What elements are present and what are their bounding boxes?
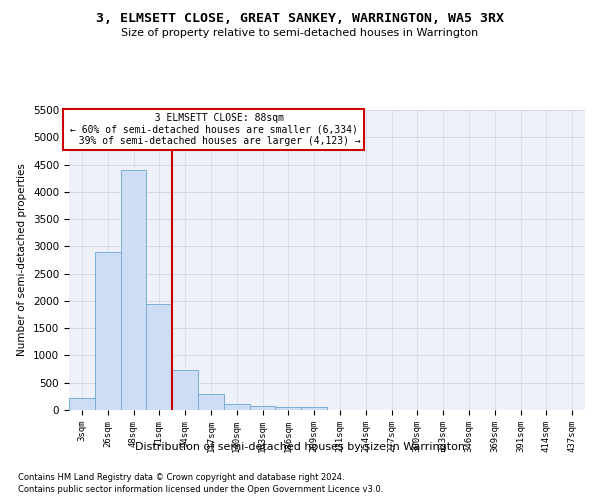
Text: Distribution of semi-detached houses by size in Warrington: Distribution of semi-detached houses by … (135, 442, 465, 452)
Text: 3 ELMSETT CLOSE: 88sqm
← 60% of semi-detached houses are smaller (6,334)
  39% o: 3 ELMSETT CLOSE: 88sqm ← 60% of semi-det… (67, 113, 361, 146)
Y-axis label: Number of semi-detached properties: Number of semi-detached properties (17, 164, 28, 356)
Bar (121, 170, 146, 410)
Bar (275, 408, 301, 410)
Text: Contains public sector information licensed under the Open Government Licence v3: Contains public sector information licen… (18, 485, 383, 494)
Text: 3, ELMSETT CLOSE, GREAT SANKEY, WARRINGTON, WA5 3RX: 3, ELMSETT CLOSE, GREAT SANKEY, WARRINGT… (96, 12, 504, 26)
Text: Contains HM Land Registry data © Crown copyright and database right 2024.: Contains HM Land Registry data © Crown c… (18, 472, 344, 482)
Bar (95, 252, 121, 410)
Bar (172, 370, 198, 410)
Bar (301, 408, 327, 410)
Bar (224, 404, 250, 410)
Bar (198, 394, 224, 410)
Bar (250, 406, 275, 410)
Bar (69, 398, 95, 410)
Bar (146, 304, 172, 410)
Text: Size of property relative to semi-detached houses in Warrington: Size of property relative to semi-detach… (121, 28, 479, 38)
